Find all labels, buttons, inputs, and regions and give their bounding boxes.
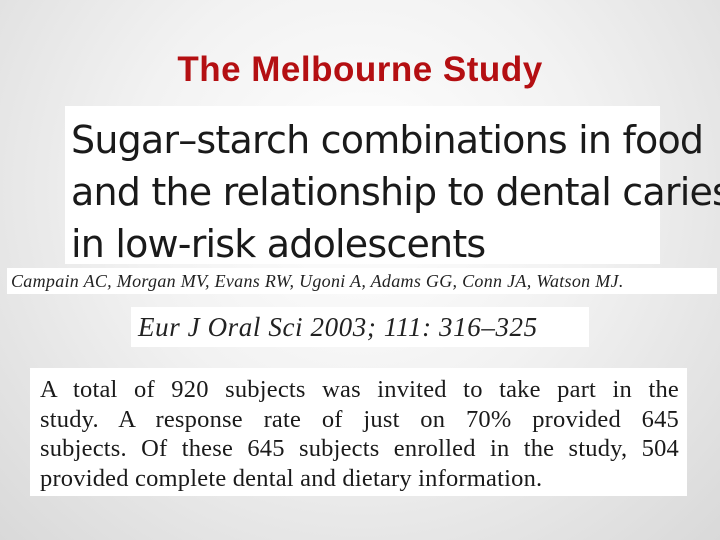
abstract-line: subjects. Of these 645 subjects enrolled…	[40, 435, 679, 462]
citation-text: Eur J Oral Sci 2003; 111: 316–325	[138, 312, 538, 342]
authors-box: Campain AC, Morgan MV, Evans RW, Ugoni A…	[7, 268, 717, 294]
abstract-line: A total of 920 subjects was invited to t…	[40, 376, 679, 403]
abstract-box: A total of 920 subjects was invited to t…	[30, 368, 687, 496]
paper-title-box: Sugar–starch combinations in food and th…	[65, 106, 720, 266]
citation-box: Eur J Oral Sci 2003; 111: 316–325	[131, 307, 589, 347]
abstract-line: provided complete dental and dietary inf…	[40, 464, 543, 492]
paper-title-line: in low-risk adolescents	[71, 222, 486, 266]
paper-title-line: and the relationship to dental caries	[71, 170, 720, 214]
paper-title-line: Sugar–starch combinations in food	[71, 118, 704, 162]
abstract-line: study. A response rate of just on 70% pr…	[40, 405, 679, 433]
slide-title: The Melbourne Study	[177, 50, 543, 89]
authors-text: Campain AC, Morgan MV, Evans RW, Ugoni A…	[11, 271, 624, 291]
